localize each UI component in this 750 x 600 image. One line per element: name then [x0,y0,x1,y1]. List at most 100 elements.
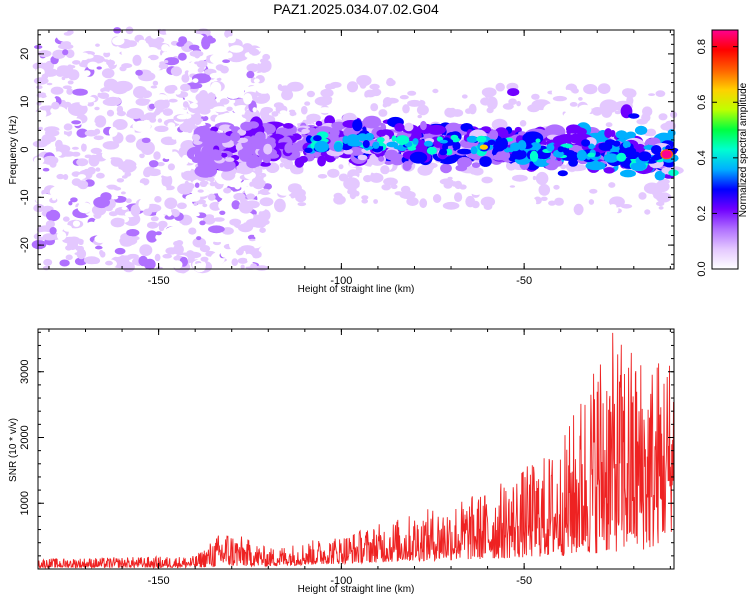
spectrogram-cell [101,150,114,160]
spectrogram-cell [51,101,60,110]
spectrogram-cell [61,134,68,138]
colorbar-tick-label: 0.0 [696,261,708,276]
spectrogram-cell [252,57,259,64]
spectrogram-cell [54,151,62,157]
spectrogram-cell [210,233,226,243]
y-tick-label: 3000 [19,359,31,383]
spectrogram-cell [79,62,88,68]
spectrogram-cell [150,85,158,89]
spectrogram-cell [147,221,159,229]
spectrogram-cell [59,259,70,267]
spectrogram-cell [507,88,520,97]
spectrogram-cell [68,201,73,206]
spectrogram-cell [101,68,115,79]
spectrogram-cell [71,178,82,186]
spectrogram-cell [317,174,328,179]
spectrogram-cell [620,204,633,209]
spectrogram-cell [62,49,69,56]
spectrogram-cell [601,106,613,118]
spectrogram-cell [290,166,304,175]
spectrogram-cell [194,164,218,178]
spectrogram-cell [111,195,119,200]
spectrogram-cell [552,135,568,146]
spectrogram-cell [66,88,74,95]
spectrogram-cell [229,218,242,226]
spectrogram-cell [256,83,272,94]
y-tick-label: 20 [19,48,31,60]
spectrogram-cell [346,81,359,93]
snr-frame [37,328,675,570]
spectrogram-cell [251,175,266,190]
spectrogram-cell [373,199,378,204]
spectrogram-cell [82,96,96,103]
spectrogram-cell [566,151,580,162]
spectrogram-cell [445,148,453,156]
spectrogram-cell [440,163,452,174]
spectrogram-cell [655,90,666,97]
spectrogram-cell [216,40,228,49]
spectrogram-cell [70,73,78,78]
spectrogram-cell [262,29,274,41]
spectrogram-cell [50,86,64,95]
spectrogram-cell [66,115,74,122]
spectrogram-cell [110,157,124,167]
spectrogram-cell [176,114,189,120]
spectrogram-cell [634,125,648,135]
spectrogram-cell [306,90,315,98]
spectrogram-cell [557,146,565,153]
spectrogram-cell [188,227,197,235]
spectrogram-cell [560,164,567,170]
spectrogram-cell [112,168,124,178]
spectrogram-cell [451,137,460,143]
spectrogram-cell [486,107,494,114]
spectrogram-cell [174,89,181,95]
spectrogram-cell [357,154,368,161]
spectrogram-cell [357,133,368,142]
spectrogram-cell [261,106,273,114]
spectrogram-cell [216,77,222,82]
spectrogram-cell [608,182,616,188]
spectrogram-cell [583,84,598,95]
spectrogram-cell [364,91,369,98]
spectrogram-cell [175,240,184,246]
spectrogram-cell [355,166,363,172]
spectrogram-cell [625,149,636,160]
spectrogram-cell [68,35,82,44]
y-tick-label: 10 [19,96,31,108]
spectrogram-cell [457,157,472,168]
spectrogram-cell [58,200,65,204]
spectrogram-cell [202,203,208,208]
spectrogram-cell [63,32,72,36]
spectrogram-cell [33,156,45,165]
spectrogram-cell [192,237,207,248]
spectrogram-cell [34,111,44,117]
spectrogram-cell [162,108,174,116]
spectrogram-cell [527,104,540,113]
x-tick-label: -100 [330,575,352,587]
spectrogram-cell [56,231,67,241]
y-tick-label: 0 [19,146,31,152]
spectrogram-cell [532,175,537,181]
spectrogram-cell [162,99,170,109]
spectrogram-cell [404,122,414,132]
spectrogram-cell [643,113,651,122]
figure-title: PAZ1.2025.034.07.02.G04 [273,1,439,17]
spectrogram-cell [84,54,94,59]
spectrogram-cell [63,123,73,131]
spectrogram-cell [301,105,308,115]
spectrogram-cell [531,93,540,100]
spectrogram-cell [638,192,647,200]
spectrogram-cell [57,43,74,50]
spectrogram-cell [573,203,584,216]
spectrogram-cell [470,186,483,196]
spectrogram-cell [71,120,81,125]
spectrogram-cell [226,36,236,44]
spectrogram-cell [37,50,52,58]
spectrogram-cell [259,197,274,207]
spectrogram-cell [386,77,395,87]
spectrogram-cell [132,182,145,191]
spectrogram-cell [628,113,640,119]
spectrogram-cell [62,85,72,90]
spectrogram-cell [481,87,497,97]
